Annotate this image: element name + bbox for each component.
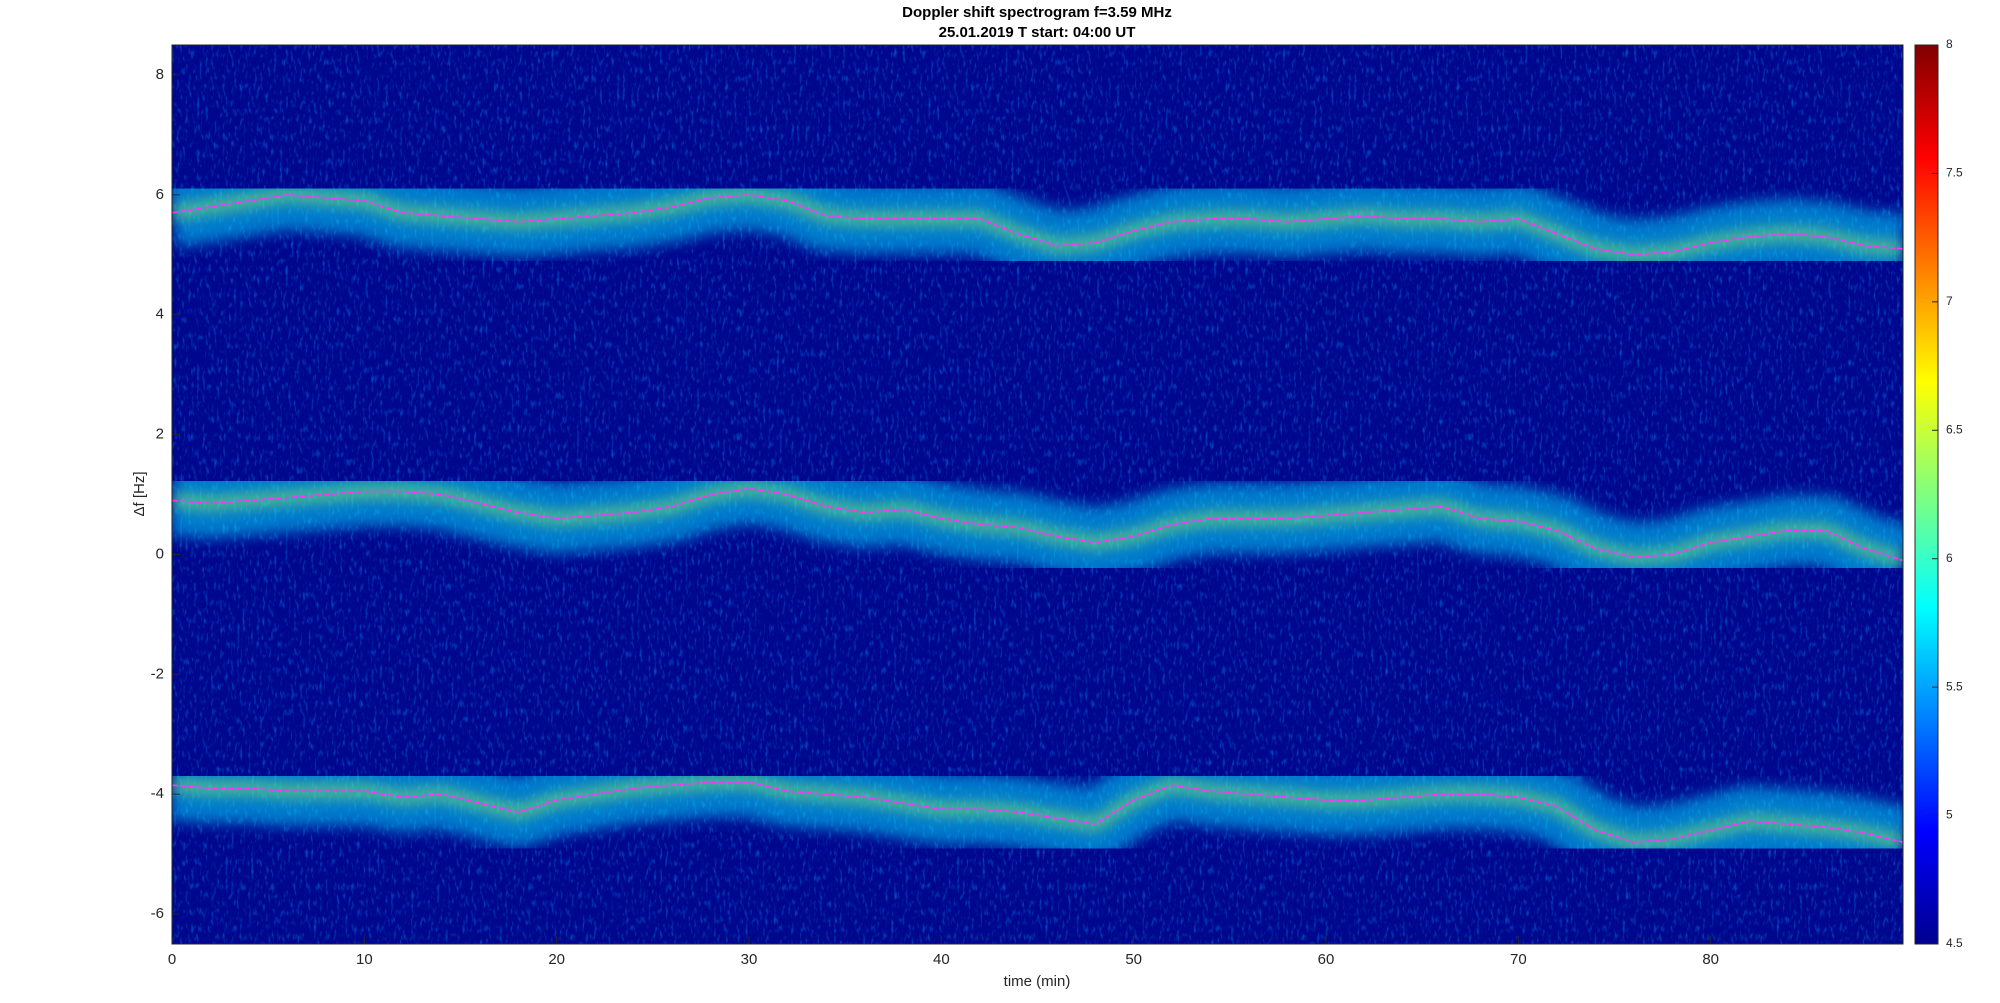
colorbar-tick-label: 8 xyxy=(1946,37,1953,51)
x-tick-label: 30 xyxy=(741,951,758,968)
y-tick-label: 8 xyxy=(156,66,164,83)
colorbar-tick-label: 4.5 xyxy=(1946,936,1963,950)
x-tick-label: 0 xyxy=(168,951,176,968)
plot-frame xyxy=(171,44,1904,945)
trace-line xyxy=(172,487,1903,562)
x-tick-label: 80 xyxy=(1702,951,1719,968)
y-tick-label: 0 xyxy=(156,545,164,562)
colorbar-tick-label: 6.5 xyxy=(1946,422,1963,436)
x-axis-label: time (min) xyxy=(1004,973,1071,990)
y-tick-label: -2 xyxy=(151,665,164,682)
x-tick-label: 70 xyxy=(1510,951,1527,968)
trace-line xyxy=(172,194,1903,256)
x-tick-label: 40 xyxy=(933,951,950,968)
chart-subtitle: 25.01.2019 T start: 04:00 UT xyxy=(939,24,1136,41)
plot-layer xyxy=(172,159,1903,878)
colorbar-tick-label: 5 xyxy=(1946,808,1953,822)
colorbar-tick-label: 5.5 xyxy=(1946,679,1963,693)
y-axis-label: Δf [Hz] xyxy=(131,471,148,516)
y-tick-label: -4 xyxy=(151,785,164,802)
trace-line xyxy=(172,781,1903,843)
y-tick-label: 2 xyxy=(156,426,164,443)
colorbar-tick-label: 7 xyxy=(1946,294,1953,308)
x-tick-label: 60 xyxy=(1318,951,1335,968)
colorbar xyxy=(1914,44,1939,945)
y-tick-label: 4 xyxy=(156,306,164,323)
x-tick-label: 10 xyxy=(356,951,373,968)
colorbar-tick-label: 6 xyxy=(1946,551,1953,565)
x-tick-label: 50 xyxy=(1125,951,1142,968)
y-tick-label: 6 xyxy=(156,186,164,203)
chart-title: Doppler shift spectrogram f=3.59 MHz xyxy=(902,4,1172,21)
y-tick-label: -6 xyxy=(151,905,164,922)
colorbar-tick-label: 7.5 xyxy=(1946,166,1963,180)
x-tick-label: 20 xyxy=(548,951,565,968)
